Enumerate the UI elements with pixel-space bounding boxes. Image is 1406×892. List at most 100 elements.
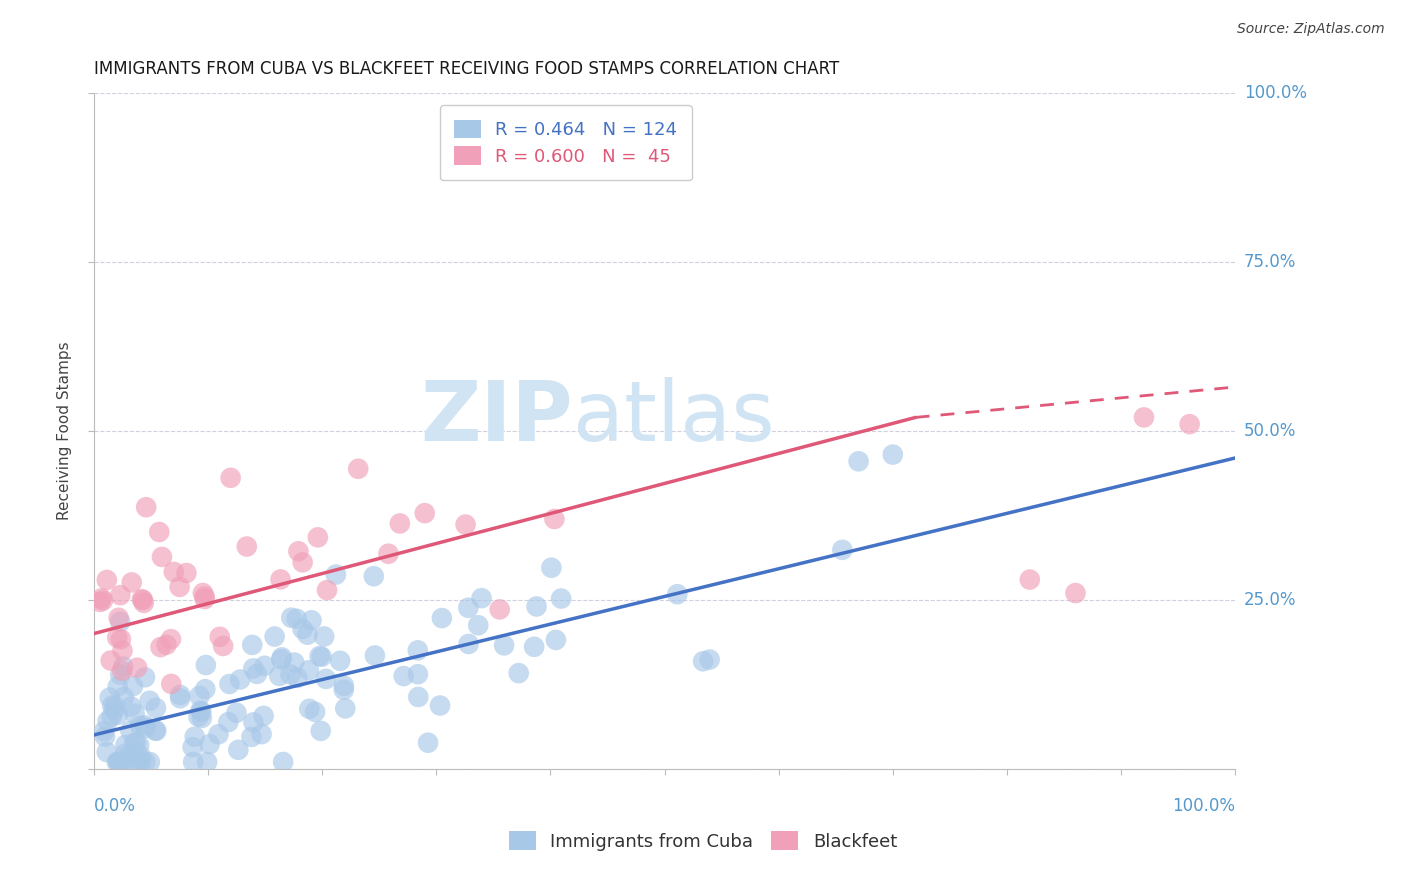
Point — [108, 615, 131, 629]
Point — [110, 667, 132, 681]
Point — [105, 631, 128, 645]
Point — [181, 755, 204, 769]
Point — [188, 689, 211, 703]
Point — [111, 755, 134, 769]
Point — [139, 755, 162, 769]
Point — [135, 500, 157, 515]
Point — [240, 730, 263, 744]
Point — [194, 658, 217, 673]
Point — [228, 743, 250, 757]
Point — [117, 750, 139, 764]
Point — [96, 573, 118, 587]
Point — [93, 724, 115, 739]
Point — [100, 709, 122, 723]
Point — [127, 661, 149, 675]
Point — [364, 648, 387, 663]
Point — [666, 587, 689, 601]
Point — [112, 659, 135, 673]
Point — [124, 706, 146, 721]
Point — [181, 740, 204, 755]
Point — [212, 639, 235, 653]
Point — [194, 592, 217, 607]
Point — [134, 718, 156, 732]
Point — [406, 643, 429, 657]
Point — [882, 448, 904, 462]
Point — [195, 755, 218, 769]
Point — [111, 664, 134, 678]
Point — [96, 714, 118, 728]
Point — [105, 755, 128, 769]
Point — [176, 566, 198, 580]
Point — [406, 667, 429, 681]
Point — [831, 542, 853, 557]
Point — [122, 679, 145, 693]
Point — [283, 656, 305, 670]
Point — [363, 569, 385, 583]
Point — [308, 648, 330, 663]
Point — [94, 730, 117, 744]
Point — [246, 667, 269, 681]
Point — [291, 622, 314, 636]
Point — [108, 755, 131, 769]
Point — [347, 462, 370, 476]
Point — [110, 632, 132, 647]
Point — [124, 744, 146, 758]
Point — [240, 638, 263, 652]
Point — [1178, 417, 1201, 432]
Point — [169, 688, 191, 702]
Point — [242, 661, 264, 675]
Point — [131, 592, 153, 607]
Point — [112, 690, 135, 705]
Point — [250, 727, 273, 741]
Point — [253, 658, 276, 673]
Text: Source: ZipAtlas.com: Source: ZipAtlas.com — [1237, 22, 1385, 37]
Point — [392, 669, 415, 683]
Point — [143, 723, 166, 738]
Point — [301, 613, 323, 627]
Point — [526, 599, 548, 614]
Text: IMMIGRANTS FROM CUBA VS BLACKFEET RECEIVING FOOD STAMPS CORRELATION CHART: IMMIGRANTS FROM CUBA VS BLACKFEET RECEIV… — [94, 60, 839, 78]
Point — [163, 565, 186, 579]
Point — [100, 654, 122, 668]
Point — [1133, 410, 1156, 425]
Point — [135, 721, 157, 735]
Point — [145, 701, 167, 715]
Point — [107, 680, 129, 694]
Text: ZIP: ZIP — [420, 377, 574, 458]
Point — [848, 454, 870, 468]
Legend: Immigrants from Cuba, Blackfeet: Immigrants from Cuba, Blackfeet — [502, 824, 904, 858]
Point — [315, 672, 337, 686]
Point — [207, 727, 229, 741]
Text: 100.0%: 100.0% — [1173, 797, 1236, 814]
Point — [285, 612, 308, 626]
Point — [129, 719, 152, 733]
Point — [454, 517, 477, 532]
Point — [155, 638, 177, 652]
Text: atlas: atlas — [574, 377, 775, 458]
Point — [169, 580, 191, 594]
Point — [138, 694, 160, 708]
Point — [129, 755, 152, 769]
Point — [218, 677, 240, 691]
Point — [269, 669, 291, 683]
Point — [388, 516, 411, 531]
Point — [252, 709, 274, 723]
Point — [194, 590, 217, 604]
Point — [110, 588, 132, 602]
Legend: R = 0.464   N = 124, R = 0.600   N =  45: R = 0.464 N = 124, R = 0.600 N = 45 — [440, 105, 692, 180]
Point — [89, 595, 111, 609]
Point — [121, 575, 143, 590]
Point — [291, 555, 314, 569]
Point — [692, 654, 714, 668]
Point — [304, 705, 326, 719]
Point — [544, 632, 567, 647]
Point — [280, 667, 302, 681]
Point — [128, 738, 150, 752]
Point — [307, 530, 329, 544]
Text: 0.0%: 0.0% — [94, 797, 135, 814]
Point — [104, 698, 127, 713]
Point — [523, 640, 546, 654]
Y-axis label: Receiving Food Stamps: Receiving Food Stamps — [58, 342, 72, 520]
Point — [183, 730, 205, 744]
Point — [457, 600, 479, 615]
